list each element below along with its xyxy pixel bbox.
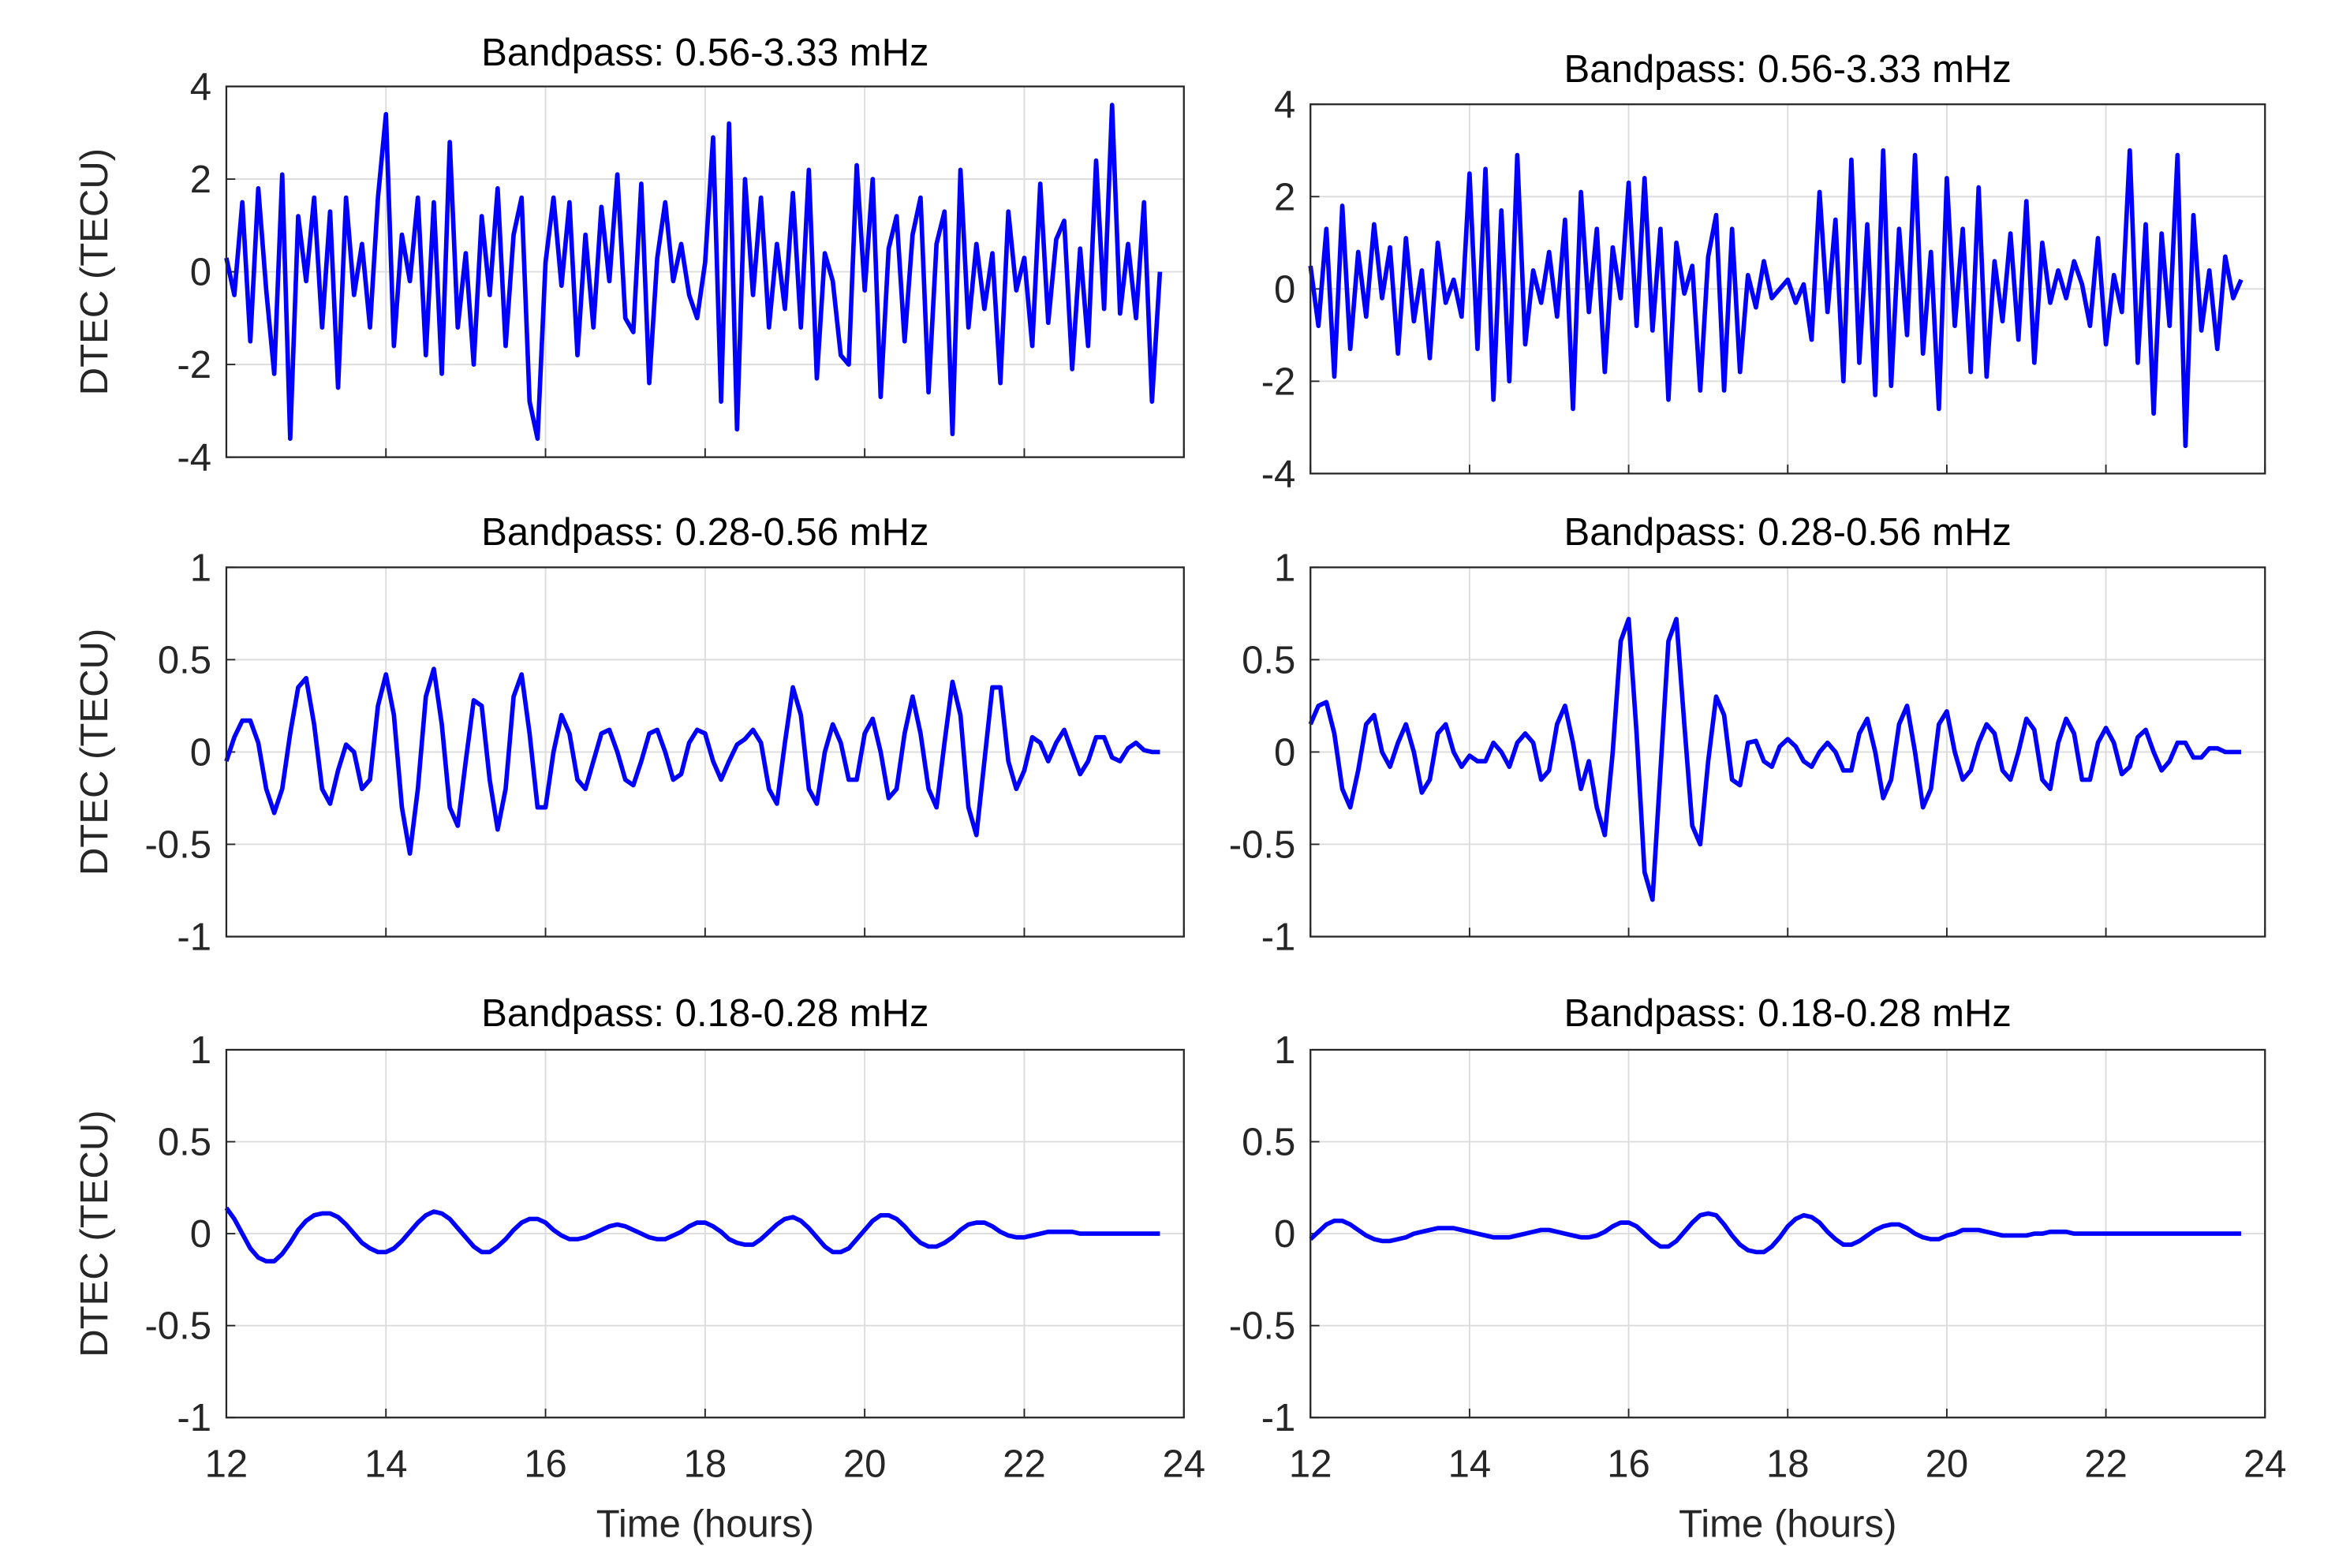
y-tick-label: -1 (177, 916, 211, 958)
chart-title: Bandpass: 0.18-0.28 mHz (1564, 992, 2012, 1035)
y-tick-label: -4 (177, 437, 211, 480)
y-tick-label: -2 (177, 344, 211, 386)
y-tick-label: 1 (1274, 1029, 1295, 1072)
x-tick-label: 12 (205, 1443, 248, 1486)
y-tick-label: 2 (190, 159, 211, 201)
x-tick-label: 22 (2084, 1443, 2128, 1486)
x-tick-label: 20 (843, 1443, 887, 1486)
axes-box (225, 85, 1185, 458)
axes-box (225, 1048, 1185, 1419)
chart-title: Bandpass: 0.28-0.56 mHz (481, 511, 928, 554)
chart-title: Bandpass: 0.56-3.33 mHz (481, 32, 928, 74)
y-tick-label: 0 (190, 252, 211, 294)
y-tick-label: 0.5 (1242, 1122, 1295, 1164)
y-tick-label: -0.5 (144, 823, 211, 866)
x-tick-label: 18 (684, 1443, 727, 1486)
y-tick-label: 0.5 (158, 639, 211, 681)
y-tick-label: 4 (1274, 84, 1295, 126)
y-tick-label: -0.5 (144, 1305, 211, 1348)
y-axis-label: DTEC (TECU) (73, 629, 116, 876)
y-tick-label: -1 (177, 1397, 211, 1439)
x-tick-label: 24 (2243, 1443, 2287, 1486)
axes-box (1309, 1048, 2266, 1419)
x-tick-label: 20 (1926, 1443, 1969, 1486)
y-tick-label: 2 (1274, 176, 1295, 218)
x-tick-label: 14 (1448, 1443, 1492, 1486)
x-tick-label: 18 (1766, 1443, 1810, 1486)
x-tick-label: 16 (524, 1443, 567, 1486)
y-tick-label: 0.5 (158, 1122, 211, 1164)
x-tick-label: 12 (1289, 1443, 1332, 1486)
chart-title: Bandpass: 0.18-0.28 mHz (481, 992, 928, 1035)
x-tick-label: 22 (1003, 1443, 1046, 1486)
x-axis-label: Time (hours) (1679, 1503, 1896, 1545)
y-tick-label: -1 (1261, 916, 1296, 958)
data-line (224, 1206, 1160, 1264)
y-axis-label: DTEC (TECU) (73, 148, 116, 396)
y-axis-label: DTEC (TECU) (73, 1110, 116, 1357)
data-line (1308, 617, 2242, 902)
y-tick-label: 1 (190, 547, 211, 589)
chart-title: Bandpass: 0.28-0.56 mHz (1564, 511, 2012, 554)
y-tick-label: 0 (1274, 1213, 1295, 1256)
y-tick-label: 0.5 (1242, 639, 1295, 681)
x-tick-label: 24 (1162, 1443, 1205, 1486)
data-line (224, 666, 1160, 856)
y-tick-label: 0 (1274, 268, 1295, 311)
y-tick-label: -2 (1261, 360, 1296, 403)
axes-box (225, 566, 1185, 938)
y-tick-label: 0 (190, 1213, 211, 1256)
x-axis-label: Time (hours) (596, 1503, 814, 1545)
axes-box (1309, 103, 2266, 475)
y-tick-label: 1 (190, 1029, 211, 1072)
data-line (1308, 147, 2243, 449)
y-tick-label: 0 (1274, 731, 1295, 774)
data-line (224, 103, 1163, 441)
x-tick-label: 16 (1607, 1443, 1650, 1486)
y-tick-label: 1 (1274, 547, 1295, 589)
y-tick-label: 4 (190, 66, 211, 109)
y-tick-label: -0.5 (1229, 823, 1296, 866)
x-tick-label: 14 (364, 1443, 408, 1486)
y-tick-label: -0.5 (1229, 1305, 1296, 1348)
chart-title: Bandpass: 0.56-3.33 mHz (1564, 48, 2012, 91)
y-tick-label: 0 (190, 731, 211, 774)
y-tick-label: -4 (1261, 453, 1296, 495)
data-line (1309, 1211, 2242, 1255)
axes-box (1309, 566, 2266, 938)
y-tick-label: -1 (1261, 1397, 1296, 1439)
